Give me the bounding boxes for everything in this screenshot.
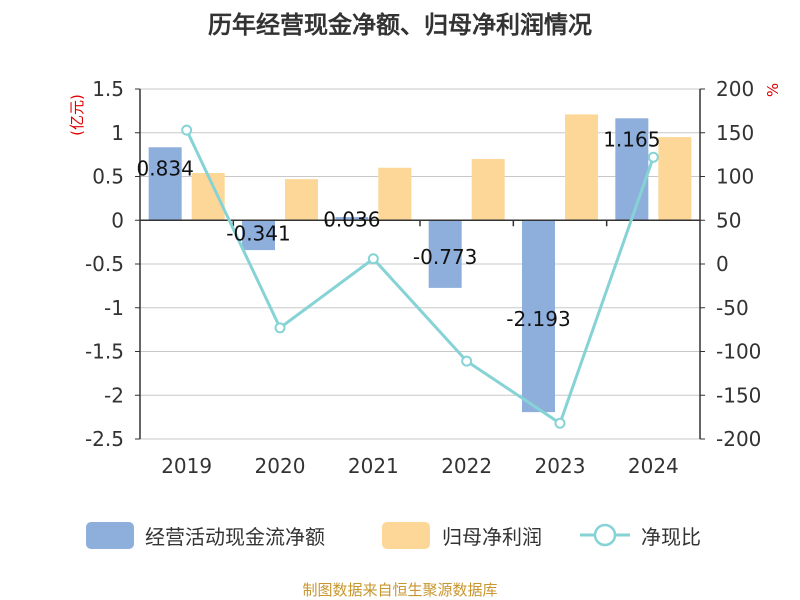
ratio-point-2020 [274, 322, 286, 334]
bar-netprofit-2024 [658, 137, 692, 221]
ratio-point-2023 [554, 417, 566, 429]
left-tick-label: 1.5 [92, 77, 124, 101]
legend-label-ratio[interactable]: 净现比 [641, 525, 701, 549]
left-tick-label: -2 [104, 383, 124, 407]
data-label-cashflow-2021: 0.036 [323, 207, 380, 231]
left-tick-label: 1 [111, 121, 124, 145]
bar-cashflow-2019 [148, 147, 182, 221]
bar-cashflow-2021 [335, 217, 369, 221]
bar-netprofit-2019 [191, 173, 225, 221]
data-label-cashflow-2024: 1.165 [603, 127, 660, 151]
right-tick-label: -200 [716, 427, 761, 451]
right-tick-label: -50 [716, 296, 749, 320]
right-axis-unit: % [764, 83, 782, 97]
left-axis-unit: (亿元) [68, 94, 86, 136]
data-labels: 0.834 -0.341 0.036 -0.773 -2.193 1.165 [137, 127, 661, 331]
data-source: 制图数据来自恒生聚源数据库 [302, 581, 497, 599]
bar-cashflow-2023 [522, 220, 555, 413]
bars [148, 114, 692, 413]
ratio-point-2019 [181, 124, 193, 136]
left-axis-ticks: 1.5 1 0.5 0 -0.5 -1 -1.5 -2 -2.5 [85, 77, 140, 451]
ratio-point-2021 [367, 253, 379, 265]
ratio-line [185, 129, 655, 426]
x-label-2021: 2021 [348, 454, 399, 478]
data-label-cashflow-2019: 0.834 [137, 156, 194, 180]
ratio-point-2024 [647, 151, 659, 163]
bar-netprofit-2020 [285, 179, 318, 221]
legend: 经营活动现金流净额 归母净利润 净现比 [86, 522, 701, 549]
chart-title: 历年经营现金净额、归母净利润情况 [208, 11, 592, 39]
left-tick-label: 0 [111, 208, 124, 232]
right-tick-label: 100 [716, 165, 754, 189]
data-label-cashflow-2020: -0.341 [226, 221, 290, 245]
legend-swatch-cashflow [86, 522, 134, 549]
right-tick-label: -100 [716, 340, 761, 364]
x-label-2024: 2024 [628, 454, 679, 478]
bar-netprofit-2023 [565, 114, 598, 221]
x-label-2020: 2020 [255, 454, 306, 478]
legend-label-netprofit[interactable]: 归母净利润 [442, 525, 542, 549]
right-tick-label: 150 [716, 121, 754, 145]
left-tick-label: -0.5 [85, 252, 124, 276]
data-label-cashflow-2023: -2.193 [506, 307, 570, 331]
bar-cashflow-2024 [615, 118, 649, 221]
legend-swatch-netprofit [382, 522, 430, 549]
x-label-2022: 2022 [441, 454, 492, 478]
x-axis-labels: 2019 2020 2021 2022 2023 2024 [161, 454, 679, 478]
left-tick-label: -2.5 [85, 427, 124, 451]
bar-netprofit-2022 [471, 159, 505, 221]
axes [139, 89, 701, 439]
right-tick-label: -150 [716, 383, 761, 407]
right-tick-label: 200 [716, 77, 754, 101]
left-tick-label: -1.5 [85, 340, 124, 364]
x-label-2019: 2019 [161, 454, 212, 478]
legend-marker-ratio [593, 523, 617, 547]
left-tick-label: 0.5 [92, 165, 124, 189]
bar-cashflow-2020 [242, 220, 275, 251]
left-tick-label: -1 [104, 296, 124, 320]
ratio-line-series [181, 124, 659, 429]
ratio-point-2022 [461, 355, 473, 367]
right-tick-label: 0 [716, 252, 729, 276]
bar-netprofit-2021 [378, 167, 412, 221]
legend-label-cashflow[interactable]: 经营活动现金流净额 [145, 525, 325, 549]
x-label-2023: 2023 [535, 454, 586, 478]
right-axis-ticks: 200 150 100 50 0 -50 -100 -150 -200 [700, 77, 761, 451]
data-label-cashflow-2022: -0.773 [413, 245, 477, 269]
bar-cashflow-2022 [428, 220, 462, 288]
right-tick-label: 50 [716, 208, 741, 232]
